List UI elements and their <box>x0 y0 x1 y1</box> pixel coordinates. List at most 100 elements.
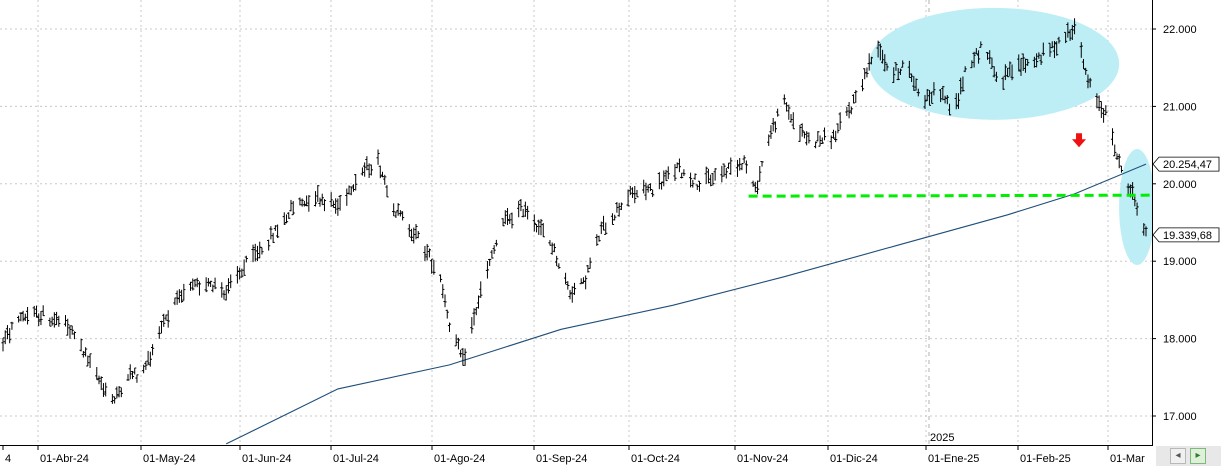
price-bar <box>1005 67 1010 78</box>
price-bar <box>820 137 824 144</box>
price-bar <box>601 215 606 231</box>
price-bar <box>476 295 481 309</box>
price-bar <box>351 184 356 192</box>
down-arrow-icon <box>1072 133 1087 148</box>
price-bar <box>802 131 807 139</box>
price-bar <box>32 305 36 317</box>
price-bar <box>896 68 900 81</box>
price-bar <box>425 244 429 261</box>
pan-right-icon[interactable]: ▸ <box>1190 448 1206 464</box>
price-bar <box>291 201 295 216</box>
price-bar <box>894 62 898 71</box>
price-bar <box>563 272 568 285</box>
price-bar <box>985 52 990 60</box>
price-bar <box>988 50 992 64</box>
price-bar <box>490 250 494 259</box>
price-bar <box>492 245 496 254</box>
price-bar <box>385 185 389 198</box>
price-bar <box>427 248 431 258</box>
price-bar <box>916 88 920 97</box>
price-bar <box>1081 58 1086 70</box>
price-bar <box>166 310 170 328</box>
price-bar <box>510 212 514 229</box>
price-bar <box>273 225 277 231</box>
price-bar <box>932 82 936 96</box>
price-bar <box>1032 56 1036 68</box>
grid <box>0 0 1152 444</box>
y-tick-label: 20.000 <box>1163 179 1197 191</box>
price-bar <box>209 280 213 287</box>
price-bar <box>742 155 746 164</box>
price-bar <box>646 184 650 193</box>
price-bar <box>755 180 760 195</box>
price-bar <box>182 283 186 301</box>
price-bar <box>461 347 465 366</box>
price-bar <box>19 312 23 322</box>
horizontal-scrollbar[interactable] <box>1156 446 1221 466</box>
price-bar <box>648 183 653 192</box>
price-bar <box>63 315 68 327</box>
price-bar <box>128 364 132 380</box>
x-tick-label: 01-Dic-24 <box>830 453 878 465</box>
price-bar <box>173 297 177 306</box>
price-bar <box>1135 202 1139 216</box>
price-bar <box>970 60 974 69</box>
price-bar <box>354 173 358 191</box>
price-bar <box>142 364 146 374</box>
price-bar <box>126 374 130 381</box>
x-tick-label: 01-May-24 <box>143 453 196 465</box>
price-bar <box>334 198 338 214</box>
price-bar <box>144 360 148 370</box>
price-bar <box>485 260 490 279</box>
price-bar <box>697 180 702 192</box>
price-bar <box>907 60 911 78</box>
price-bar <box>68 325 72 339</box>
pan-left-icon[interactable]: ◂ <box>1170 448 1186 464</box>
price-bar <box>1097 95 1101 112</box>
price-bar <box>302 200 306 207</box>
price-bar <box>947 103 952 116</box>
price-bar <box>1070 24 1074 41</box>
price-bar <box>552 243 557 253</box>
price-bar <box>398 210 402 217</box>
price-bar <box>738 157 742 171</box>
price-bar <box>885 63 889 71</box>
price-bar <box>776 108 780 117</box>
price-bar <box>925 89 929 102</box>
price-bar <box>251 244 255 263</box>
price-bar <box>706 168 711 184</box>
price-bar <box>688 172 693 188</box>
price-bar <box>150 344 155 356</box>
price-bar <box>584 275 588 290</box>
price-bar <box>1055 41 1059 56</box>
price-bar <box>213 277 217 290</box>
price-bar <box>744 160 748 174</box>
price-bar <box>164 314 168 321</box>
y-tick-label: 21.000 <box>1163 101 1197 113</box>
price-bar <box>8 328 12 344</box>
price-bar <box>396 203 400 216</box>
price-bar <box>329 192 333 207</box>
price-bar <box>630 187 635 198</box>
price-bar <box>704 166 708 185</box>
price-bar <box>659 181 664 190</box>
price-bar <box>800 123 804 137</box>
price-bar <box>1115 153 1119 160</box>
price-bar <box>791 112 795 130</box>
year-marker: 2025 <box>930 432 954 444</box>
price-bar <box>39 311 43 326</box>
price-bar <box>923 95 927 109</box>
price-bar <box>876 40 880 58</box>
price-bar <box>628 185 632 196</box>
price-bar <box>878 43 882 61</box>
price-bar <box>179 289 184 303</box>
price-bar <box>992 66 996 78</box>
price-bar <box>626 189 630 207</box>
price-bar <box>579 278 583 285</box>
price-bar <box>767 134 771 146</box>
price-bar <box>1104 105 1108 116</box>
price-bar <box>818 135 822 147</box>
price-bar <box>865 67 869 78</box>
price-bar <box>956 93 961 109</box>
